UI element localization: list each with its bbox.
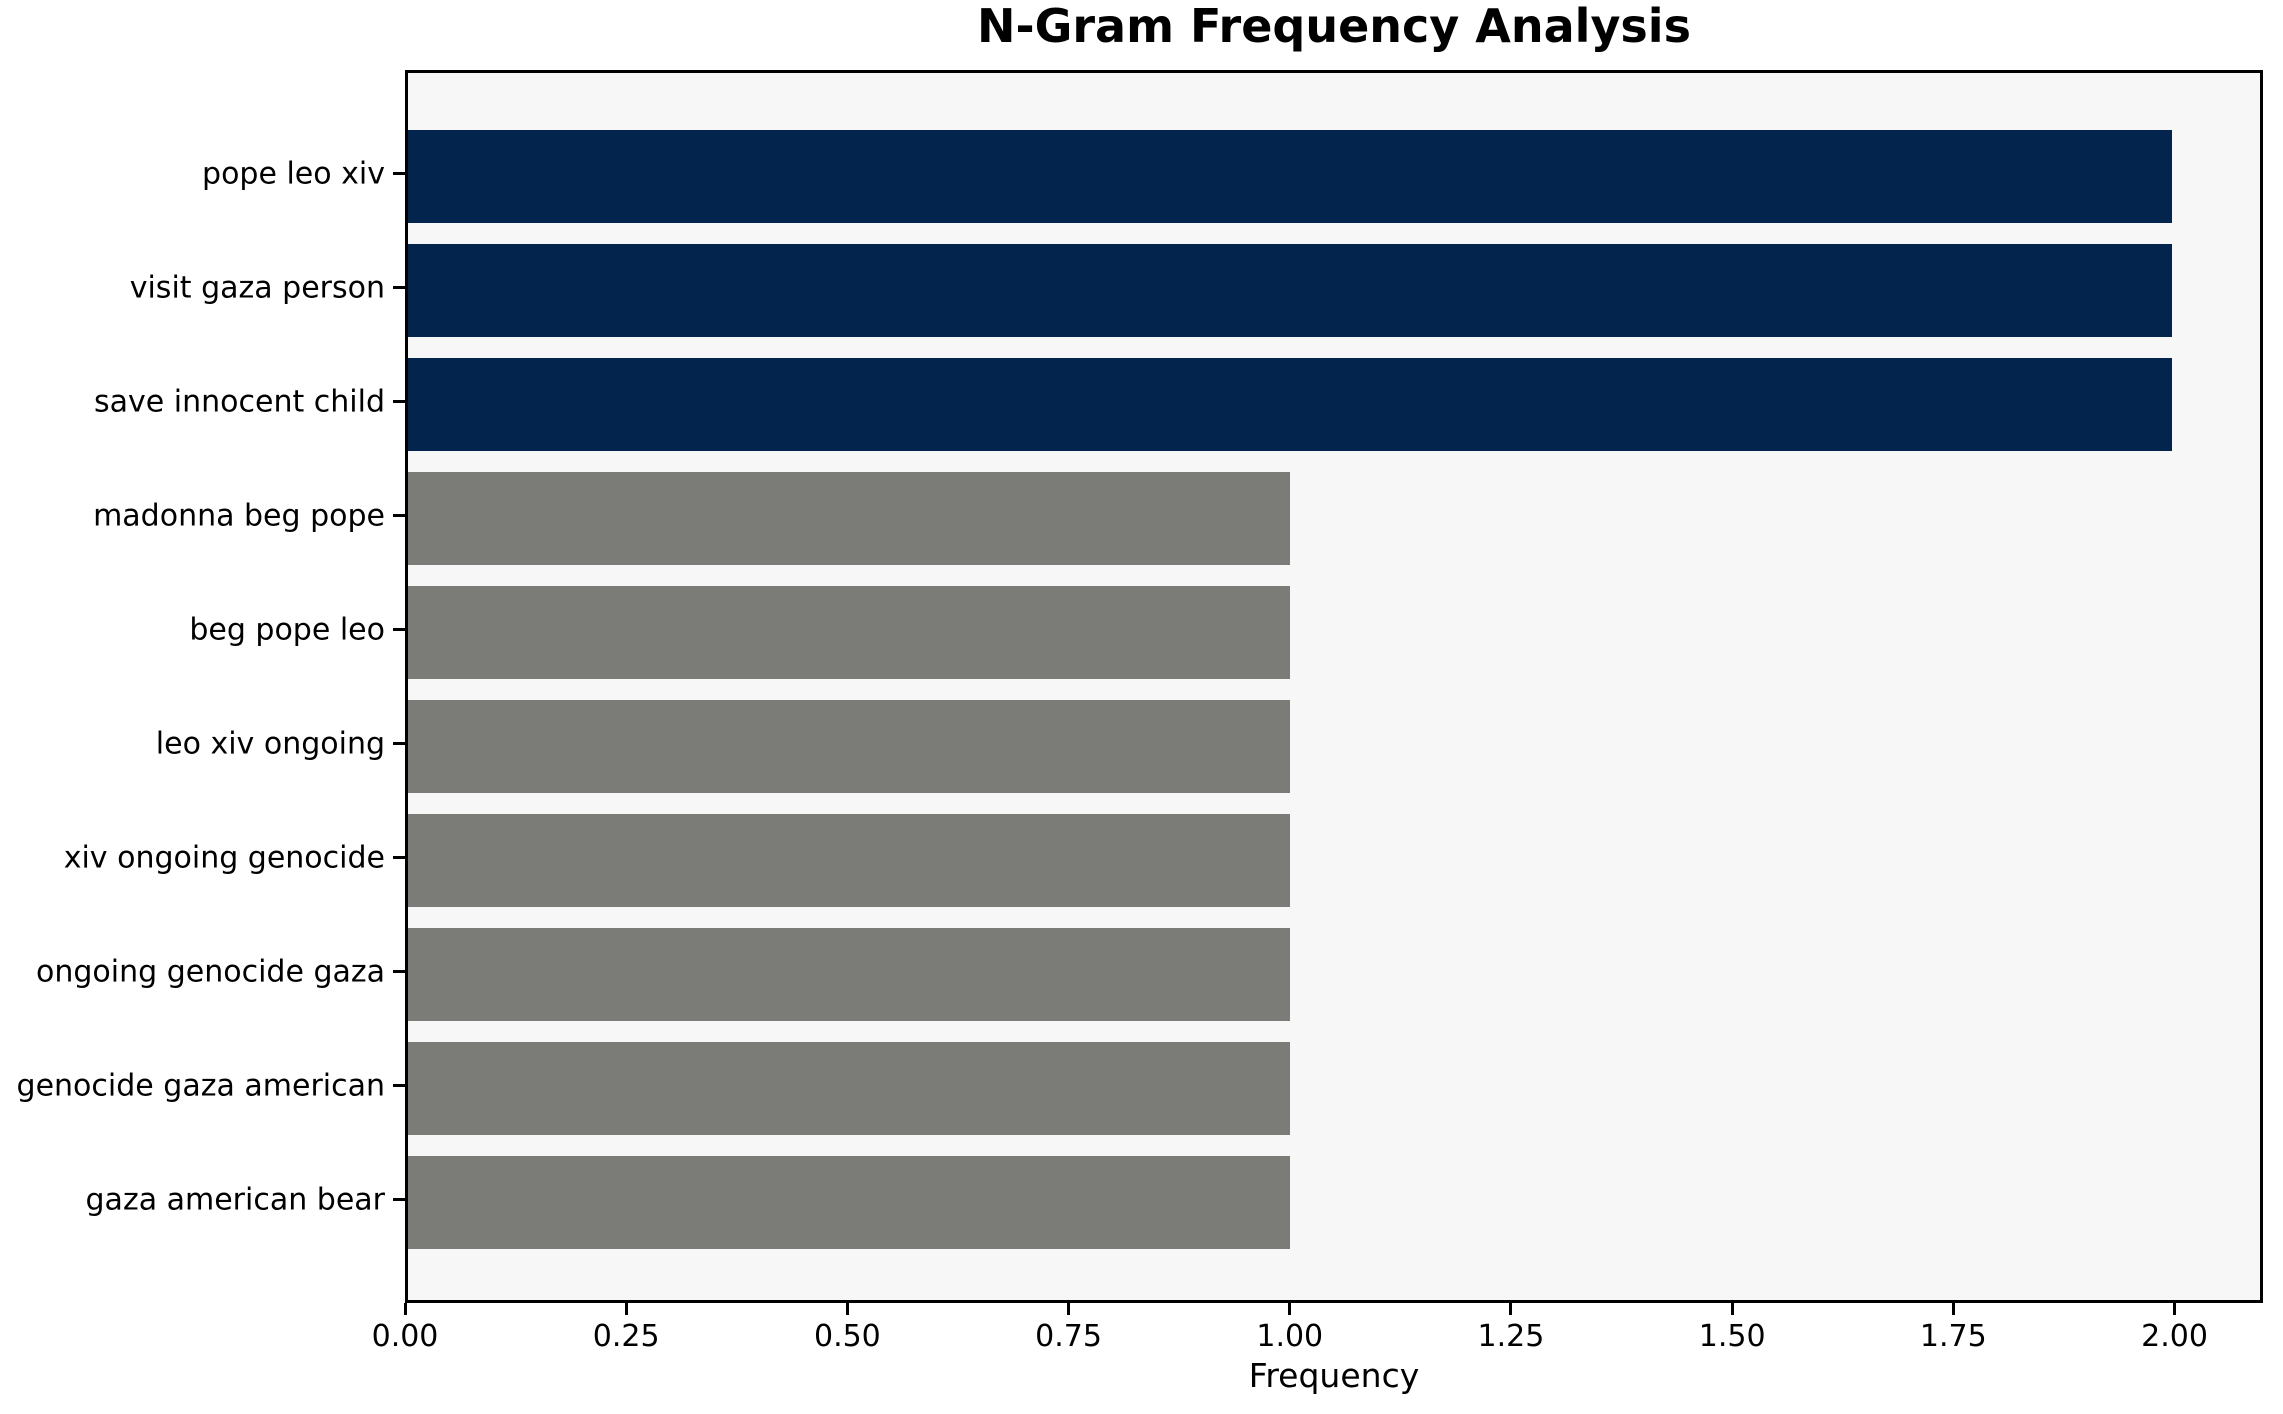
x-tick-label: 1.25 xyxy=(1477,1319,1545,1354)
bar-genocide-gaza-american xyxy=(408,1042,1290,1135)
x-tick-mark xyxy=(1067,1303,1071,1315)
y-tick-label: ongoing genocide gaza xyxy=(36,954,385,989)
y-tick-label: pope leo xiv xyxy=(202,156,385,191)
x-tick-label: 0.25 xyxy=(592,1319,660,1354)
x-tick-mark xyxy=(1730,1303,1734,1315)
x-tick-label: 0.00 xyxy=(371,1319,439,1354)
bar-save-innocent-child xyxy=(408,358,2172,451)
bar-visit-gaza-person xyxy=(408,244,2172,337)
x-tick-label: 1.50 xyxy=(1698,1319,1766,1354)
y-tick-mark xyxy=(393,742,405,745)
y-tick-mark xyxy=(393,970,405,973)
y-tick-label: save innocent child xyxy=(94,384,385,419)
x-tick-label: 0.50 xyxy=(813,1319,881,1354)
plot-area xyxy=(405,70,2263,1303)
x-tick-mark xyxy=(1288,1303,1292,1315)
y-tick-mark xyxy=(393,1198,405,1201)
x-tick-mark xyxy=(1951,1303,1955,1315)
y-tick-mark xyxy=(393,172,405,175)
x-tick-label: 1.75 xyxy=(1919,1319,1987,1354)
x-tick-mark xyxy=(1509,1303,1513,1315)
bar-xiv-ongoing-genocide xyxy=(408,814,1290,907)
x-axis-label: Frequency xyxy=(1248,1356,1420,1395)
x-tick-mark xyxy=(403,1303,407,1315)
chart-title: N-Gram Frequency Analysis xyxy=(977,0,1691,53)
y-tick-mark xyxy=(393,400,405,403)
y-tick-label: madonna beg pope xyxy=(93,498,385,533)
x-tick-mark xyxy=(2173,1303,2177,1315)
bar-madonna-beg-pope xyxy=(408,472,1290,565)
y-tick-mark xyxy=(393,514,405,517)
x-tick-label: 1.00 xyxy=(1256,1319,1324,1354)
y-tick-mark xyxy=(393,628,405,631)
x-tick-mark xyxy=(845,1303,849,1315)
y-tick-label: leo xiv ongoing xyxy=(155,726,385,761)
y-tick-mark xyxy=(393,1084,405,1087)
x-tick-label: 2.00 xyxy=(2141,1319,2208,1354)
x-tick-mark xyxy=(624,1303,628,1315)
x-tick-label: 0.75 xyxy=(1035,1319,1102,1354)
y-tick-label: xiv ongoing genocide xyxy=(63,840,385,875)
bar-leo-xiv-ongoing xyxy=(408,700,1290,793)
y-tick-label: beg pope leo xyxy=(189,612,385,647)
y-tick-mark xyxy=(393,286,405,289)
bar-pope-leo-xiv xyxy=(408,130,2172,223)
bar-ongoing-genocide-gaza xyxy=(408,928,1290,1021)
y-tick-label: visit gaza person xyxy=(129,270,385,305)
y-tick-mark xyxy=(393,856,405,859)
y-tick-label: gaza american bear xyxy=(85,1182,385,1217)
bar-gaza-american-bear xyxy=(408,1156,1290,1249)
y-tick-label: genocide gaza american xyxy=(16,1068,385,1103)
bar-beg-pope-leo xyxy=(408,586,1290,679)
